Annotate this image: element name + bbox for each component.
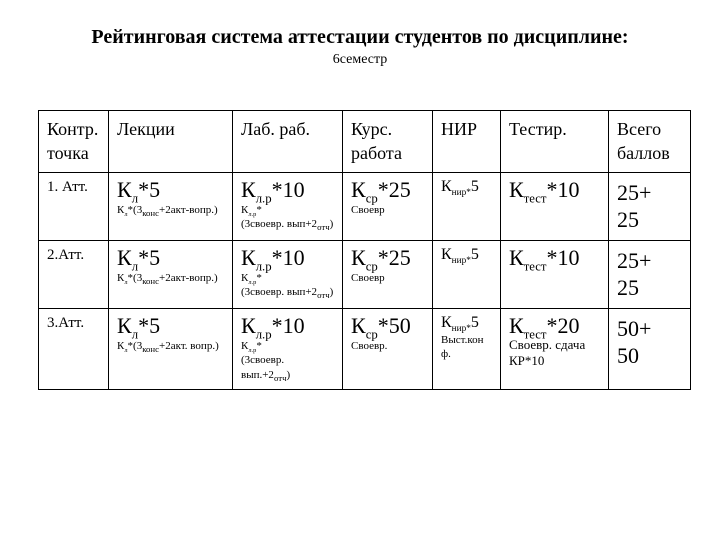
rating-table: Контр. точка Лекции Лаб. раб. Курс. рабо… bbox=[38, 110, 691, 390]
cell-total: 50+50 bbox=[609, 308, 691, 390]
col-header: НИР bbox=[433, 111, 501, 173]
cell-course: Кср*25 Своевр bbox=[343, 172, 433, 240]
cell-lab: Кл.р*10Кл.р*(3своевр. вып+2отч) bbox=[233, 172, 343, 240]
cell-course: Кср*50 Своевр. bbox=[343, 308, 433, 390]
cell-nir: Книр*5 bbox=[433, 172, 501, 240]
total-value: 50+50 bbox=[617, 315, 684, 370]
cell-nir: Книр*5 bbox=[433, 240, 501, 308]
table-row: 3.Атт.Кл*5Кл*(3конс+2акт. вопр.)Кл.р*10К… bbox=[39, 308, 691, 390]
total-value: 25+25 bbox=[617, 179, 684, 234]
course-main: Кср*25 bbox=[351, 247, 426, 269]
col-header: Контр. точка bbox=[39, 111, 109, 173]
col-header: Всего баллов bbox=[609, 111, 691, 173]
test-main: Ктест*10 bbox=[509, 247, 602, 269]
cell-lecture: Кл*5 Кл*(3конс+2акт-вопр.) bbox=[109, 172, 233, 240]
page: Рейтинговая система аттестации студентов… bbox=[0, 0, 720, 390]
lecture-main: Кл*5 bbox=[117, 315, 226, 337]
col-header: Курс. работа bbox=[343, 111, 433, 173]
cell-total: 25+25 bbox=[609, 172, 691, 240]
row-label: 3.Атт. bbox=[47, 315, 84, 331]
lab-main: Кл.р*10 bbox=[241, 247, 336, 269]
lecture-main: Кл*5 bbox=[117, 247, 226, 269]
cell-nir: Книр*5 Выст.конф. bbox=[433, 308, 501, 390]
cell-test: Ктест*10 bbox=[501, 240, 609, 308]
col-header: Лаб. раб. bbox=[233, 111, 343, 173]
cell-label: 2.Атт. bbox=[39, 240, 109, 308]
course-main: Кср*25 bbox=[351, 179, 426, 201]
nir-main: Книр*5 bbox=[441, 247, 494, 263]
lecture-main: Кл*5 bbox=[117, 179, 226, 201]
row-label: 2.Атт. bbox=[47, 247, 84, 263]
row-label: 1. Атт. bbox=[47, 179, 88, 195]
table-header-row: Контр. точка Лекции Лаб. раб. Курс. рабо… bbox=[39, 111, 691, 173]
course-sub: Своевр bbox=[351, 203, 426, 218]
lecture-sub: Кл*(3конс+2акт. вопр.) bbox=[117, 339, 226, 354]
page-title: Рейтинговая система аттестации студентов… bbox=[38, 24, 682, 50]
lab-main: Кл.р*10 bbox=[241, 315, 336, 337]
col-header: Лекции bbox=[109, 111, 233, 173]
cell-label: 3.Атт. bbox=[39, 308, 109, 390]
table-row: 2.Атт.Кл*5Кл*(3конс+2акт-вопр.)Кл.р*10Кл… bbox=[39, 240, 691, 308]
total-value: 25+25 bbox=[617, 247, 684, 302]
course-sub: Своевр bbox=[351, 271, 426, 286]
lab-main: Кл.р*10 bbox=[241, 179, 336, 201]
cell-lecture: Кл*5 Кл*(3конс+2акт. вопр.) bbox=[109, 308, 233, 390]
course-sub: Своевр. bbox=[351, 339, 426, 354]
lab-sub: Кл.р*(3своевр. вып.+2отч) bbox=[241, 339, 336, 384]
col-header: Тестир. bbox=[501, 111, 609, 173]
table-row: 1. Атт.Кл*5Кл*(3конс+2акт-вопр.)Кл.р*10К… bbox=[39, 172, 691, 240]
cell-total: 25+25 bbox=[609, 240, 691, 308]
cell-lab: Кл.р*10Кл.р*(3своевр. вып.+2отч) bbox=[233, 308, 343, 390]
test-main: Ктест*10 bbox=[509, 179, 602, 201]
test-sub: Своевр. сдача КР*10 bbox=[509, 337, 602, 371]
cell-lab: Кл.р*10Кл.р*(3своевр. вып+2отч) bbox=[233, 240, 343, 308]
page-subtitle: 6семестр bbox=[38, 52, 682, 68]
cell-label: 1. Атт. bbox=[39, 172, 109, 240]
cell-test: Ктест*20Своевр. сдача КР*10 bbox=[501, 308, 609, 390]
lecture-sub: Кл*(3конс+2акт-вопр.) bbox=[117, 203, 226, 218]
cell-course: Кср*25 Своевр bbox=[343, 240, 433, 308]
nir-main: Книр*5 bbox=[441, 315, 494, 331]
test-main: Ктест*20 bbox=[509, 315, 602, 337]
cell-test: Ктест*10 bbox=[501, 172, 609, 240]
lecture-sub: Кл*(3конс+2акт-вопр.) bbox=[117, 271, 226, 286]
cell-lecture: Кл*5 Кл*(3конс+2акт-вопр.) bbox=[109, 240, 233, 308]
lab-sub: Кл.р*(3своевр. вып+2отч) bbox=[241, 271, 336, 301]
nir-main: Книр*5 bbox=[441, 179, 494, 195]
lab-sub: Кл.р*(3своевр. вып+2отч) bbox=[241, 203, 336, 233]
course-main: Кср*50 bbox=[351, 315, 426, 337]
nir-sub: Выст.конф. bbox=[441, 333, 494, 363]
